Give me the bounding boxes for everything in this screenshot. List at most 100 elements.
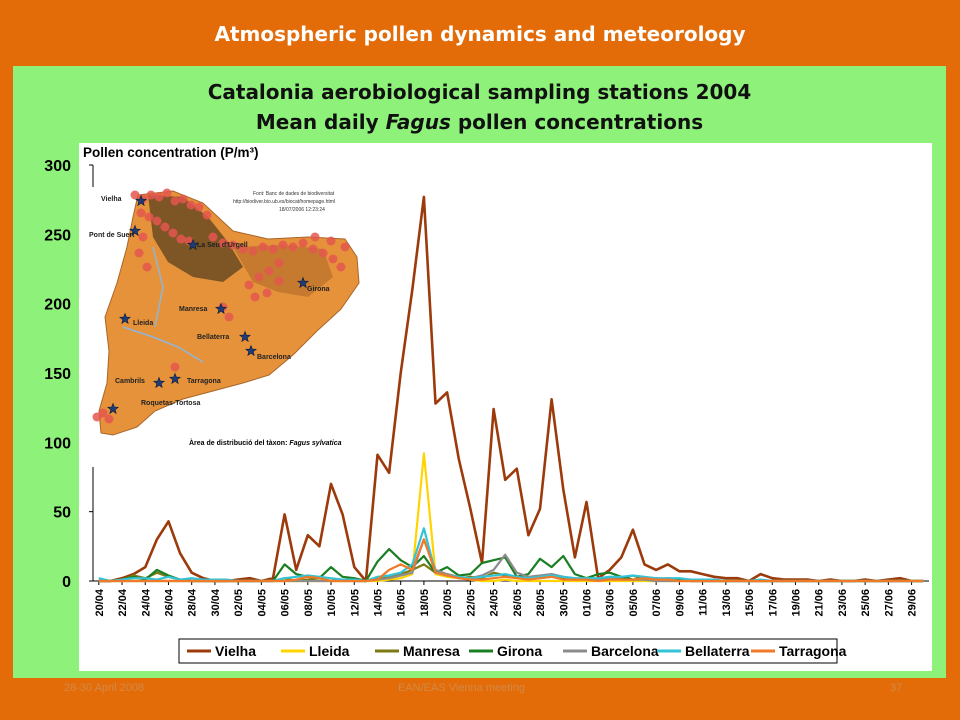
y-tick-label: 0: [62, 574, 71, 591]
station-star-icon: [128, 224, 142, 237]
occurrence-dot: [130, 190, 140, 200]
station-label: Manresa: [179, 306, 208, 313]
x-tick-label: 22/05: [465, 589, 477, 617]
y-tick-label: 100: [44, 435, 71, 452]
legend-label: Tarragona: [779, 643, 847, 659]
occurrence-dot: [326, 236, 336, 246]
occurrence-dot: [268, 244, 278, 254]
station-star-icon: [186, 238, 200, 251]
footer-center: EAN/EAS Vienna meeting: [398, 682, 525, 694]
series-line-bellaterra: [98, 527, 924, 583]
occurrence-dot: [238, 244, 248, 254]
footer-date: 28-30 April 2008: [64, 682, 145, 694]
x-tick-label: 21/06: [814, 589, 826, 617]
x-tick-label: 30/04: [210, 588, 222, 616]
y-tick-labels: 0 50 100 150 200 250 300: [44, 158, 71, 591]
chart-title-line2: Mean daily Fagus pollen concentrations: [13, 110, 946, 134]
mountain-relief: [233, 245, 333, 297]
occurrence-dot: [262, 288, 272, 298]
station-label: Girona: [307, 286, 330, 293]
series-lines: [98, 195, 924, 583]
x-tick-label: 20/05: [442, 589, 454, 617]
legend-label: Lleida: [309, 643, 350, 659]
pyrenees-relief: [148, 195, 243, 282]
station-label: Lleida: [133, 320, 153, 327]
x-tick-label: 28/05: [535, 589, 547, 617]
legend-label: Manresa: [403, 643, 460, 659]
x-tick-label: 09/06: [674, 589, 686, 617]
occurrence-dot: [186, 200, 196, 210]
x-tick-label: 30/05: [558, 589, 570, 617]
station-star-icon: [296, 276, 310, 289]
y-tick-label: 50: [53, 505, 71, 522]
occurrence-dot: [310, 232, 320, 242]
x-tick-label: 20/04: [94, 588, 106, 616]
station-label: La Seu d'Urgell: [197, 242, 248, 249]
occurrence-dot: [134, 248, 144, 258]
occurrence-dot: [162, 188, 172, 198]
occurrence-dot: [146, 190, 156, 200]
occurrence-dot: [264, 266, 274, 276]
x-tick-label: 25/06: [860, 589, 872, 617]
occurrence-dot: [170, 196, 180, 206]
title-suffix: pollen concentrations: [450, 110, 704, 134]
legend-label: Bellaterra: [685, 643, 750, 659]
station-star-icon: [238, 330, 252, 343]
occurrence-dot: [308, 244, 318, 254]
station-star-icon: [244, 344, 258, 357]
station-star-icon: [134, 194, 148, 207]
occurrence-dot: [152, 216, 162, 226]
occurrence-dot: [258, 242, 268, 252]
occurrence-dot: [298, 238, 308, 248]
x-tick-label: 12/05: [349, 589, 361, 617]
occurrence-dot: [160, 222, 170, 232]
station-label: Bellaterra: [197, 334, 229, 341]
title-prefix: Mean daily: [255, 110, 386, 134]
occurrence-dot: [318, 248, 328, 258]
y-tick-label: 150: [44, 366, 71, 383]
occurrence-dot: [208, 232, 218, 242]
station-label: Pont de Suert: [89, 232, 135, 239]
station-label: Cambrils: [115, 378, 145, 385]
occurrence-dot: [340, 242, 350, 252]
occurrence-dot: [224, 312, 234, 322]
x-tick-label: 13/06: [721, 589, 733, 617]
occurrence-dot: [178, 194, 188, 204]
series-line-tarragona: [98, 538, 924, 583]
x-tick-label: 02/05: [233, 589, 245, 617]
x-tick-label: 27/06: [883, 589, 895, 617]
x-tick-label: 26/05: [512, 589, 524, 617]
station-star-icon: [152, 376, 166, 389]
x-tick-label: 19/06: [790, 589, 802, 617]
station-star-icon: [168, 372, 182, 385]
x-tick-label: 17/06: [767, 589, 779, 617]
occurrence-dot: [336, 262, 346, 272]
occurrence-dot: [170, 362, 180, 372]
legend: Vielha Lleida Manresa Girona Barcelona Bellat…: [178, 638, 847, 664]
legend-label: Vielha: [215, 643, 256, 659]
axes: 20/04 22/04 24/04 26/04 28/04 30/04 02/05 04/05…: [89, 164, 929, 617]
map-caption: Àrea de distribució del tàxon: Fagus syl…: [189, 438, 342, 447]
station-label: Barcelona: [257, 354, 291, 361]
x-tick-label: 29/06: [907, 589, 919, 617]
occurrence-dot: [176, 234, 186, 244]
occurrence-dot: [142, 262, 152, 272]
y-axis-label: Pollen concentration (P/m³): [83, 145, 259, 160]
x-tick-label: 04/05: [256, 589, 268, 617]
footer-page-number: 37: [890, 682, 903, 694]
occurrence-dot: [92, 412, 102, 422]
occurrence-dot: [144, 212, 154, 222]
river-line: [152, 246, 164, 328]
x-tick-label: 05/06: [628, 589, 640, 617]
map-caption-text: Àrea de distribució del tàxon:: [189, 438, 289, 447]
occurrence-dot: [104, 414, 114, 424]
x-tick-label: 08/05: [303, 589, 315, 617]
occurrence-dot: [328, 254, 338, 264]
station-label: Tarragona: [187, 378, 221, 385]
x-tick-label: 16/05: [396, 589, 408, 617]
occurrence-dot: [274, 258, 284, 268]
x-tick-label: 03/06: [605, 589, 617, 617]
x-tick-label: 14/05: [372, 589, 384, 617]
map-source-line3: 18/07/2006 12:23:24: [279, 207, 325, 213]
station-label: Vielha: [101, 196, 122, 203]
